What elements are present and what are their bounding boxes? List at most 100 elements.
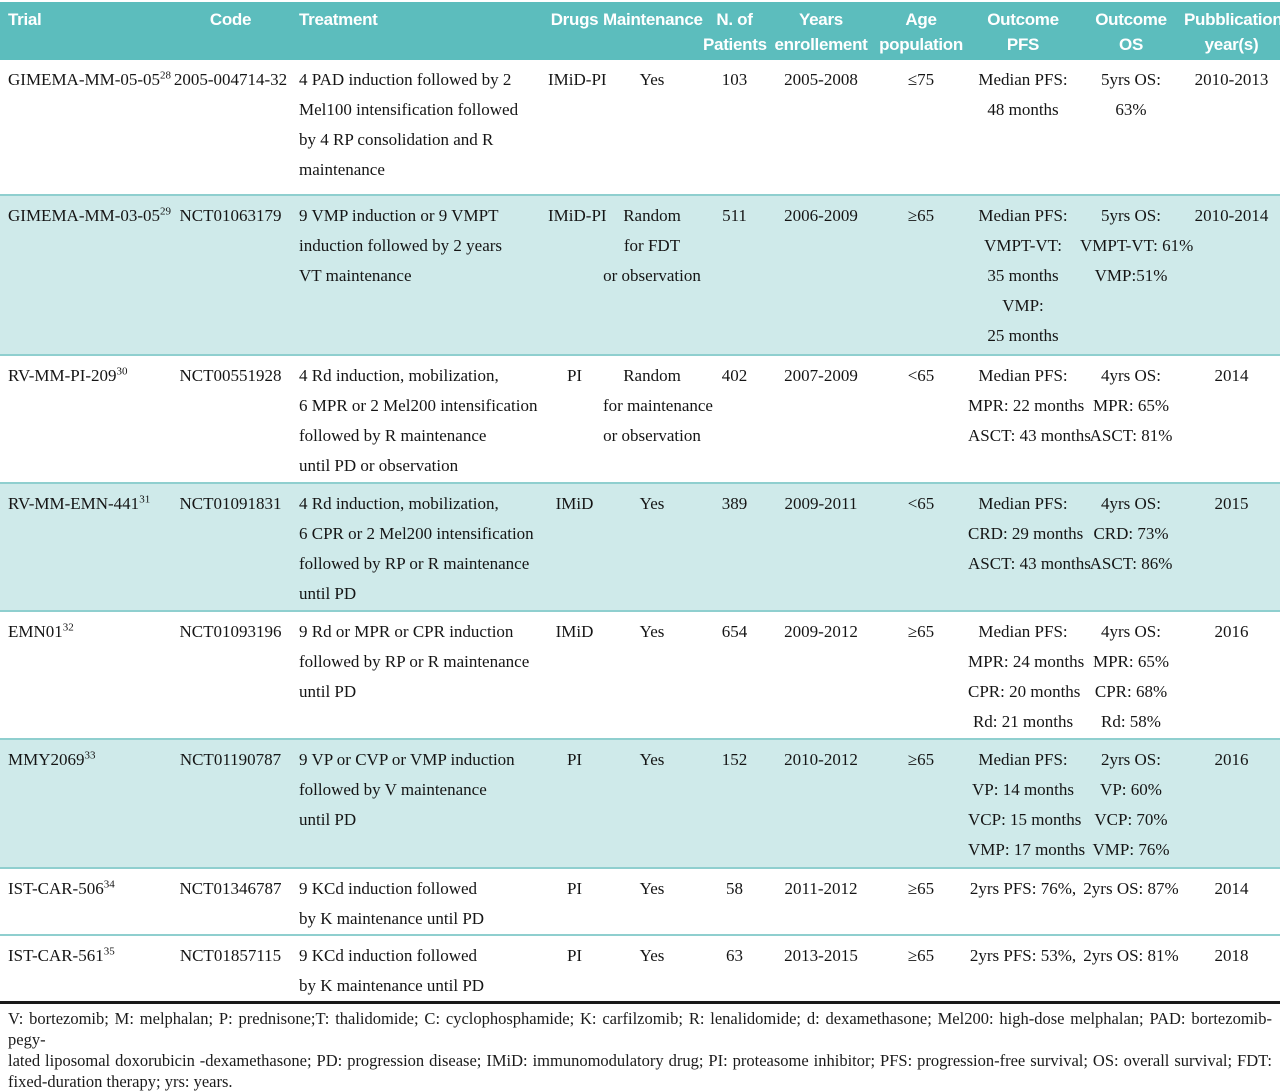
cell-maintenance: Yes <box>639 70 665 89</box>
table-row: RV-MM-EMN-44131 NCT01091831 4 Rd induction… <box>0 483 1280 611</box>
cell-years: 2010-2012 <box>784 750 858 769</box>
table-row: IST-CAR-50634 NCT01346787 9 KCd induction … <box>0 868 1280 935</box>
cell-os: 5yrs OS: 63% <box>1101 70 1161 119</box>
cell-trial: RV-MM-EMN-44131 <box>0 483 168 611</box>
cell-code: NCT01063179 <box>179 206 282 225</box>
cell-drugs: IMiD-PI <box>548 206 607 225</box>
cell-years: 2006-2009 <box>784 206 858 225</box>
cell-trial: GIMEMA-MM-03-0529 <box>0 195 171 355</box>
cell-drugs: IMiD-PI <box>548 70 607 89</box>
cell-maintenance: Yes <box>639 622 665 641</box>
cell-maintenance: Yes <box>639 494 665 513</box>
cell-code: NCT01857115 <box>179 946 282 965</box>
cell-age: <65 <box>907 494 935 513</box>
table-header: Trial Code Treatment Drugs Maintenance N. of … <box>0 2 1280 60</box>
cell-treatment: 9 Rd or MPR or CPR induction followed by… <box>299 622 530 701</box>
cell-trial: IST-CAR-56135 <box>0 935 168 1001</box>
cell-code: NCT00551928 <box>179 366 282 385</box>
cell-age: ≤75 <box>907 70 935 89</box>
cell-patients: 152 <box>721 750 748 769</box>
column-header-os: Outcome OS <box>1079 2 1183 60</box>
cell-pfs: Median PFS: MPR: 22 months ASCT: 43 mont… <box>968 366 1091 445</box>
reference-superscript: 32 <box>62 621 74 634</box>
column-header-code: Code <box>168 2 293 60</box>
cell-age: ≥65 <box>907 946 935 965</box>
footnote-line: fixed-duration therapy; yrs: years. <box>8 1072 233 1091</box>
column-header-years: Years enrollement <box>767 2 875 60</box>
cell-pfs: Median PFS: VMPT-VT: 35 months VMP: 25 m… <box>978 206 1068 345</box>
cell-pub: 2014 <box>1214 879 1249 898</box>
column-header-treatment: Treatment <box>293 2 547 60</box>
cell-treatment: 4 Rd induction, mobilization, 6 CPR or 2… <box>299 494 534 603</box>
reference-superscript: 33 <box>84 749 96 762</box>
cell-pub: 2016 <box>1214 750 1249 769</box>
reference-superscript: 34 <box>103 878 115 891</box>
cell-pub: 2010-2013 <box>1194 70 1269 89</box>
cell-code: NCT01190787 <box>179 750 282 769</box>
cell-years: 2011-2012 <box>784 879 858 898</box>
trial-name: IST-CAR-506 <box>8 879 104 898</box>
footnote-line: lated liposomal doxorubicin -dexamethaso… <box>8 1051 1272 1070</box>
cell-pfs: Median PFS: VP: 14 months VCP: 15 months… <box>968 750 1086 859</box>
cell-pfs: 2yrs PFS: 53%, <box>969 946 1077 965</box>
cell-pfs: Median PFS: 48 months <box>978 70 1068 119</box>
cell-patients: 103 <box>721 70 748 89</box>
cell-pub: 2015 <box>1214 494 1249 513</box>
trial-name: GIMEMA-MM-05-05 <box>8 70 161 89</box>
cell-treatment: 4 Rd induction, mobilization, 6 MPR or 2… <box>299 366 538 475</box>
table-row: GIMEMA-MM-05-0528 2005-004714-32 4 PAD ind… <box>0 60 1280 195</box>
cell-os: 2yrs OS: 87% <box>1083 879 1179 898</box>
cell-treatment: 9 KCd induction followed by K maintenanc… <box>299 946 485 995</box>
cell-os: 5yrs OS: VMPT-VT: 61% VMP:51% <box>1080 206 1194 285</box>
cell-treatment: 9 VP or CVP or VMP induction followed by… <box>299 750 515 829</box>
table-row: RV-MM-PI-20930 NCT00551928 4 Rd induction,… <box>0 355 1280 483</box>
footnote: V: bortezomib; M: melphalan; P: predniso… <box>0 1004 1280 1092</box>
table-row: IST-CAR-56135 NCT01857115 9 KCd induction … <box>0 935 1280 1001</box>
header-row: Trial Code Treatment Drugs Maintenance N. of … <box>0 2 1280 60</box>
cell-trial: GIMEMA-MM-05-0528 <box>0 60 171 195</box>
cell-drugs: IMiD <box>555 622 594 641</box>
cell-years: 2009-2011 <box>784 494 858 513</box>
cell-maintenance: Yes <box>639 946 665 965</box>
cell-patients: 654 <box>721 622 748 641</box>
cell-maintenance: Random for FDT or observation <box>603 206 701 285</box>
column-header-trial: Trial <box>0 2 168 60</box>
table-row: EMN0132 NCT01093196 9 Rd or MPR or CPR ind… <box>0 611 1280 739</box>
reference-superscript: 35 <box>103 945 115 958</box>
cell-trial: EMN0132 <box>0 611 168 739</box>
table-row: GIMEMA-MM-03-0529 NCT01063179 9 VMP induct… <box>0 195 1280 355</box>
cell-drugs: IMiD <box>555 494 594 513</box>
cell-trial: MMY206933 <box>0 739 168 868</box>
cell-os: 4yrs OS: MPR: 65% ASCT: 81% <box>1089 366 1173 445</box>
footnote-line: V: bortezomib; M: melphalan; P: predniso… <box>8 1009 1272 1049</box>
cell-os: 4yrs OS: MPR: 65% CPR: 68% Rd: 58% <box>1092 622 1170 731</box>
cell-pub: 2016 <box>1214 622 1249 641</box>
trial-name: RV-MM-PI-209 <box>8 366 117 385</box>
cell-patients: 58 <box>726 879 743 898</box>
cell-os: 2yrs OS: 81% <box>1083 946 1179 965</box>
cell-maintenance: Yes <box>639 750 665 769</box>
cell-patients: 63 <box>726 946 743 965</box>
cell-pub: 2010-2014 <box>1194 206 1269 225</box>
cell-patients: 511 <box>722 206 747 225</box>
cell-pub: 2014 <box>1214 366 1249 385</box>
trial-name: IST-CAR-561 <box>8 946 104 965</box>
trials-table: Trial Code Treatment Drugs Maintenance N. of … <box>0 2 1280 1001</box>
cell-years: 2005-2008 <box>784 70 858 89</box>
cell-patients: 402 <box>721 366 748 385</box>
column-header-drugs: Drugs <box>547 2 602 60</box>
cell-drugs: PI <box>566 879 583 898</box>
cell-treatment: 4 PAD induction followed by 2 Mel100 int… <box>299 70 519 179</box>
trial-name: GIMEMA-MM-03-05 <box>8 206 161 225</box>
reference-superscript: 31 <box>139 493 151 506</box>
table-body: GIMEMA-MM-05-0528 2005-004714-32 4 PAD ind… <box>0 60 1280 1001</box>
bottom-rule <box>0 1001 1280 1004</box>
cell-trial: IST-CAR-50634 <box>0 868 168 935</box>
cell-maintenance: Random for maintenance or observation <box>603 366 713 445</box>
cell-os: 4yrs OS: CRD: 73% ASCT: 86% <box>1089 494 1173 573</box>
trial-name: RV-MM-EMN-441 <box>8 494 140 513</box>
cell-age: ≥65 <box>907 622 935 641</box>
cell-drugs: PI <box>566 366 583 385</box>
cell-pfs: Median PFS: CRD: 29 months ASCT: 43 mont… <box>968 494 1091 573</box>
column-header-patients: N. of Patients <box>702 2 767 60</box>
